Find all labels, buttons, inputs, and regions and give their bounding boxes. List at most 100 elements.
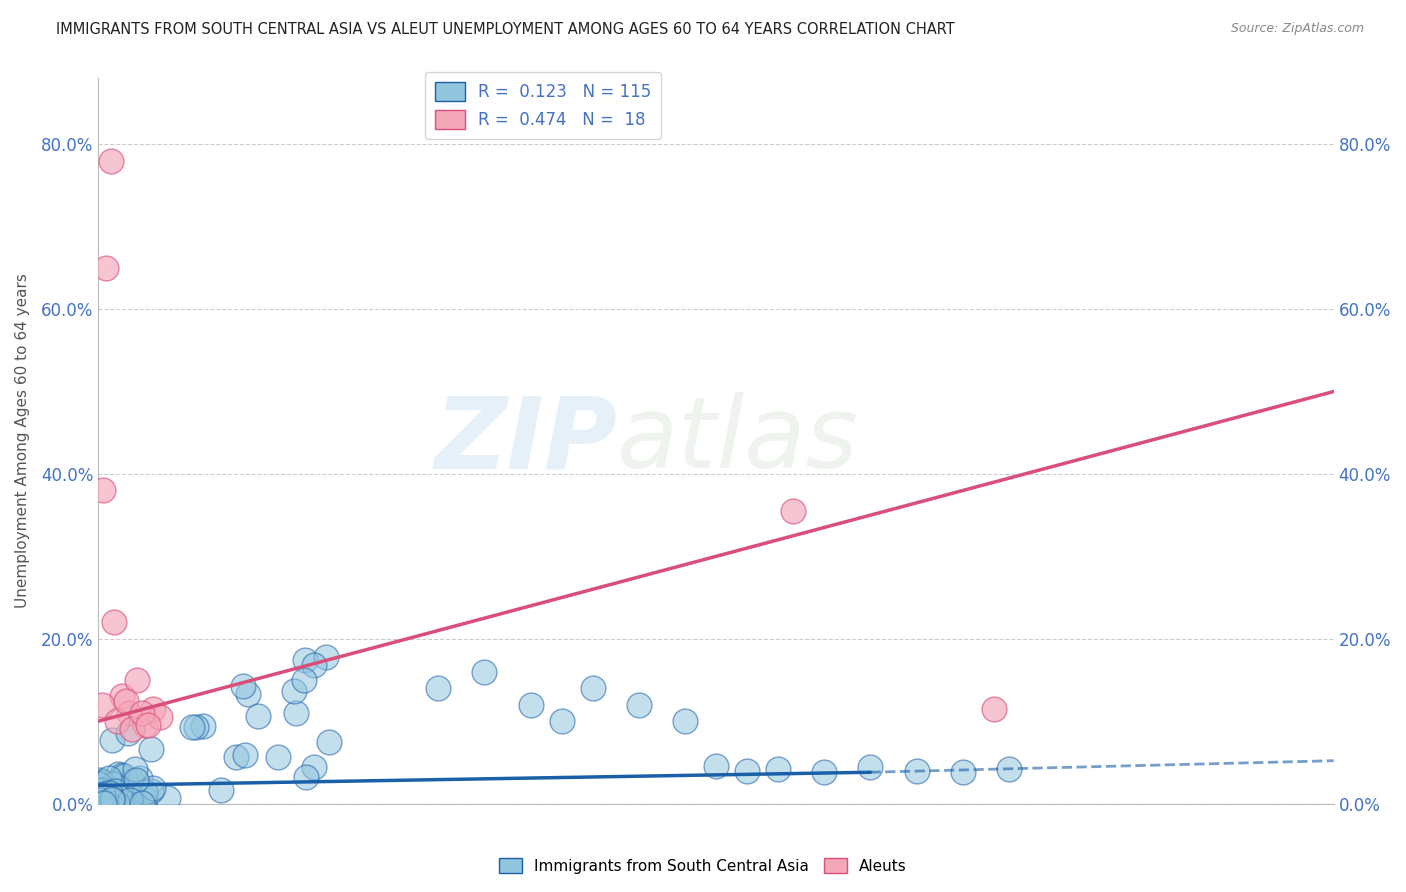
Point xyxy=(90,796,112,810)
Point xyxy=(283,683,305,698)
Point xyxy=(110,794,132,808)
Point xyxy=(108,790,131,805)
Point xyxy=(131,706,153,720)
Point xyxy=(627,698,650,712)
Point xyxy=(782,504,804,518)
Point xyxy=(96,796,118,810)
Point xyxy=(193,719,215,733)
Point xyxy=(90,790,112,805)
Point xyxy=(285,706,308,720)
Legend: Immigrants from South Central Asia, Aleuts: Immigrants from South Central Asia, Aleu… xyxy=(492,852,914,880)
Point xyxy=(96,790,118,805)
Point xyxy=(98,797,121,811)
Point xyxy=(318,735,340,749)
Point xyxy=(94,796,117,810)
Point xyxy=(101,792,124,806)
Point xyxy=(115,693,138,707)
Y-axis label: Unemployment Among Ages 60 to 64 years: Unemployment Among Ages 60 to 64 years xyxy=(15,274,30,608)
Point xyxy=(295,770,318,784)
Point xyxy=(117,726,139,740)
Legend: R =  0.123   N = 115, R =  0.474   N =  18: R = 0.123 N = 115, R = 0.474 N = 18 xyxy=(425,72,661,139)
Point xyxy=(294,653,316,667)
Point xyxy=(94,796,117,810)
Point xyxy=(131,796,153,810)
Point xyxy=(267,750,290,764)
Point xyxy=(93,794,115,808)
Point xyxy=(121,723,143,737)
Point xyxy=(112,793,135,807)
Text: ZIP: ZIP xyxy=(434,392,617,490)
Point xyxy=(315,649,337,664)
Point xyxy=(98,786,121,800)
Point xyxy=(98,794,121,808)
Point xyxy=(100,793,122,807)
Point xyxy=(115,797,138,811)
Point xyxy=(89,776,111,790)
Point xyxy=(97,793,120,807)
Point xyxy=(302,657,325,672)
Point xyxy=(110,783,132,797)
Point xyxy=(94,787,117,801)
Point xyxy=(141,742,163,756)
Point xyxy=(100,153,122,168)
Point xyxy=(97,788,120,802)
Point xyxy=(236,687,259,701)
Point xyxy=(105,796,128,810)
Point xyxy=(474,665,496,679)
Point xyxy=(233,747,256,762)
Point xyxy=(142,780,165,795)
Text: Source: ZipAtlas.com: Source: ZipAtlas.com xyxy=(1230,22,1364,36)
Text: atlas: atlas xyxy=(617,392,859,490)
Point xyxy=(120,791,142,805)
Point xyxy=(93,797,115,811)
Point xyxy=(94,794,117,808)
Point xyxy=(111,791,134,805)
Point xyxy=(209,783,232,797)
Point xyxy=(141,702,163,716)
Point xyxy=(704,759,727,773)
Point xyxy=(101,794,124,808)
Point xyxy=(111,690,134,704)
Point xyxy=(550,714,572,728)
Point xyxy=(89,772,111,787)
Point xyxy=(181,720,204,734)
Point xyxy=(520,698,543,712)
Point xyxy=(91,774,114,789)
Point xyxy=(859,760,882,774)
Point xyxy=(96,784,118,798)
Point xyxy=(766,762,789,776)
Point xyxy=(232,679,254,693)
Point xyxy=(104,794,127,808)
Point xyxy=(101,777,124,791)
Point xyxy=(90,793,112,807)
Point xyxy=(149,710,172,724)
Point xyxy=(184,720,207,734)
Point xyxy=(125,673,148,687)
Point xyxy=(89,794,111,808)
Point xyxy=(998,762,1021,776)
Point xyxy=(292,673,315,687)
Point xyxy=(139,784,162,798)
Point xyxy=(93,796,115,810)
Point xyxy=(125,772,148,787)
Point xyxy=(813,765,835,780)
Point xyxy=(90,783,112,797)
Point xyxy=(136,718,159,732)
Point xyxy=(94,782,117,797)
Point xyxy=(91,788,114,802)
Point xyxy=(427,681,450,696)
Point xyxy=(105,714,128,728)
Point xyxy=(101,793,124,807)
Point xyxy=(101,733,124,747)
Point xyxy=(97,793,120,807)
Point xyxy=(98,771,121,785)
Point xyxy=(91,483,114,498)
Point xyxy=(246,709,269,723)
Point xyxy=(134,784,156,798)
Point xyxy=(89,793,111,807)
Point xyxy=(94,792,117,806)
Point xyxy=(134,791,156,805)
Point xyxy=(98,789,121,803)
Point xyxy=(111,768,134,782)
Point xyxy=(107,767,129,781)
